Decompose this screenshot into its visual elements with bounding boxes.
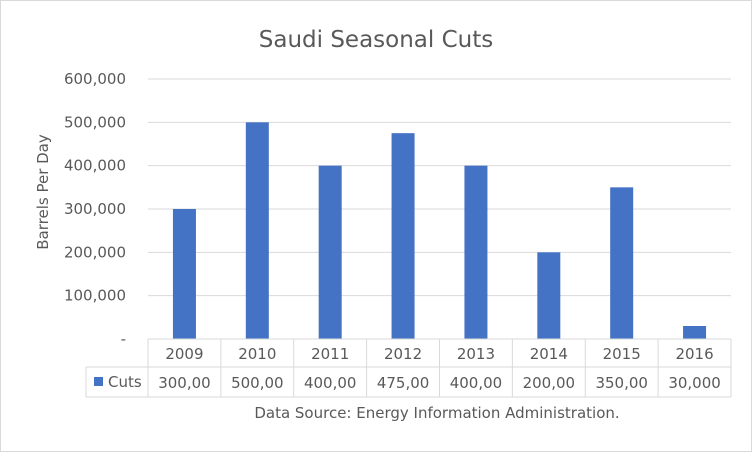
y-tick-label: 500,000 <box>64 113 126 131</box>
data-label: 400,00 <box>304 374 357 392</box>
bar <box>683 326 707 339</box>
bar <box>318 165 342 339</box>
bar <box>464 165 488 339</box>
data-label: 350,00 <box>595 374 648 392</box>
y-axis-ticks: - 100,000 200,000 300,000 400,000 500,000 600,… <box>64 70 126 348</box>
bar <box>391 133 415 339</box>
x-tick-label: 2009 <box>165 345 203 363</box>
legend-swatch <box>94 377 103 386</box>
y-tick-label: 600,000 <box>64 70 126 88</box>
data-label: 300,00 <box>158 374 211 392</box>
y-tick-label: 200,000 <box>64 243 126 261</box>
bar <box>610 187 634 339</box>
x-tick-label: 2010 <box>238 345 276 363</box>
y-tick-label: 400,000 <box>64 157 126 175</box>
chart-title: Saudi Seasonal Cuts <box>259 27 493 53</box>
data-label: 30,000 <box>668 374 721 392</box>
source-note: Data Source: Energy Information Administ… <box>254 404 619 422</box>
x-tick-label: 2014 <box>530 345 568 363</box>
y-axis-title: Barrels Per Day <box>34 134 52 250</box>
bar <box>172 209 196 339</box>
y-tick-label: - <box>121 330 126 348</box>
y-tick-label: 100,000 <box>64 287 126 305</box>
x-tick-label: 2013 <box>457 345 495 363</box>
series-name: Cuts <box>108 373 142 391</box>
bar <box>537 252 561 339</box>
x-tick-label: 2015 <box>603 345 641 363</box>
bar <box>245 122 269 339</box>
data-table: 2009 2010 2011 2012 2013 2014 2015 2016 Cuts 300,… <box>85 338 732 398</box>
x-tick-label: 2012 <box>384 345 422 363</box>
data-label: 200,00 <box>523 374 576 392</box>
data-label: 400,00 <box>450 374 503 392</box>
bars <box>172 122 707 339</box>
x-tick-label: 2016 <box>675 345 713 363</box>
data-label: 500,00 <box>231 374 284 392</box>
data-label: 475,00 <box>377 374 430 392</box>
y-tick-label: 300,000 <box>64 200 126 218</box>
gridlines <box>148 78 731 297</box>
x-tick-label: 2011 <box>311 345 349 363</box>
